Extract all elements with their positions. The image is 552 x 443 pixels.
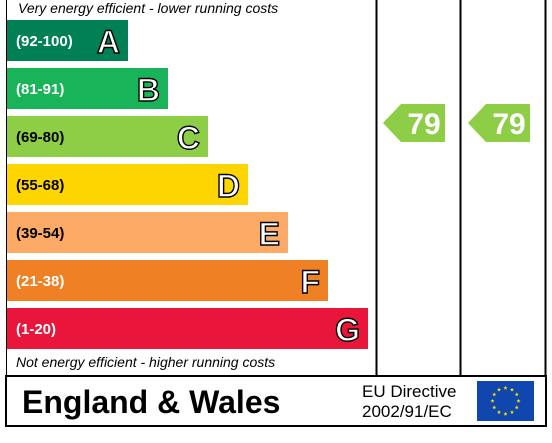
- band-f-letter: F: [300, 264, 320, 300]
- eu-flag-star: [516, 398, 521, 403]
- band-a-bar: [7, 20, 128, 61]
- band-g-range: (1-20): [16, 321, 56, 338]
- eu-flag-star: [496, 387, 502, 392]
- band-e-range: (39-54): [16, 225, 64, 242]
- eu-flag-star: [490, 398, 495, 403]
- eu-flag-icon: [477, 381, 534, 421]
- band-c-letter: C: [177, 120, 200, 156]
- band-d-bar: [7, 164, 248, 205]
- band-d-range: (55-68): [16, 177, 64, 194]
- bottom-caption: Not energy efficient - higher running co…: [16, 354, 276, 370]
- band-f-range: (21-38): [16, 273, 64, 290]
- band-g-letter: G: [335, 312, 360, 348]
- directive-line-2: 2002/91/EC: [362, 402, 452, 421]
- top-caption: Very energy efficient - lower running co…: [18, 0, 279, 16]
- band-e-letter: E: [259, 216, 280, 252]
- current-rating-arrow: [383, 104, 445, 142]
- eu-flag-star: [503, 385, 508, 390]
- potential-rating-arrow: [468, 104, 530, 142]
- eu-flag-star: [503, 411, 508, 416]
- directive-line-1: EU Directive: [362, 382, 457, 401]
- footer-box: [5, 375, 547, 427]
- eu-flag-star: [509, 387, 515, 392]
- band-a-letter: A: [97, 24, 120, 60]
- band-a-range: (92-100): [16, 33, 73, 50]
- band-g-bar: [7, 308, 368, 349]
- band-b-bar: [7, 68, 168, 109]
- eu-flag-star: [514, 392, 519, 397]
- band-c-range: (69-80): [16, 129, 64, 146]
- band-e-bar: [7, 212, 288, 253]
- band-c-bar: [7, 116, 208, 157]
- eu-flag-star: [496, 410, 502, 415]
- eu-flag-star: [514, 405, 519, 410]
- footer-country: England & Wales: [22, 384, 281, 420]
- eu-flag-star: [492, 405, 497, 410]
- eu-flag-star: [509, 410, 515, 415]
- band-b-letter: B: [137, 72, 160, 108]
- current-rating-value: 79: [407, 108, 440, 141]
- band-d-letter: D: [217, 168, 240, 204]
- potential-rating-value: 79: [492, 108, 525, 141]
- eu-flag-star: [492, 392, 497, 397]
- band-b-range: (81-91): [16, 81, 64, 98]
- band-f-bar: [7, 260, 328, 301]
